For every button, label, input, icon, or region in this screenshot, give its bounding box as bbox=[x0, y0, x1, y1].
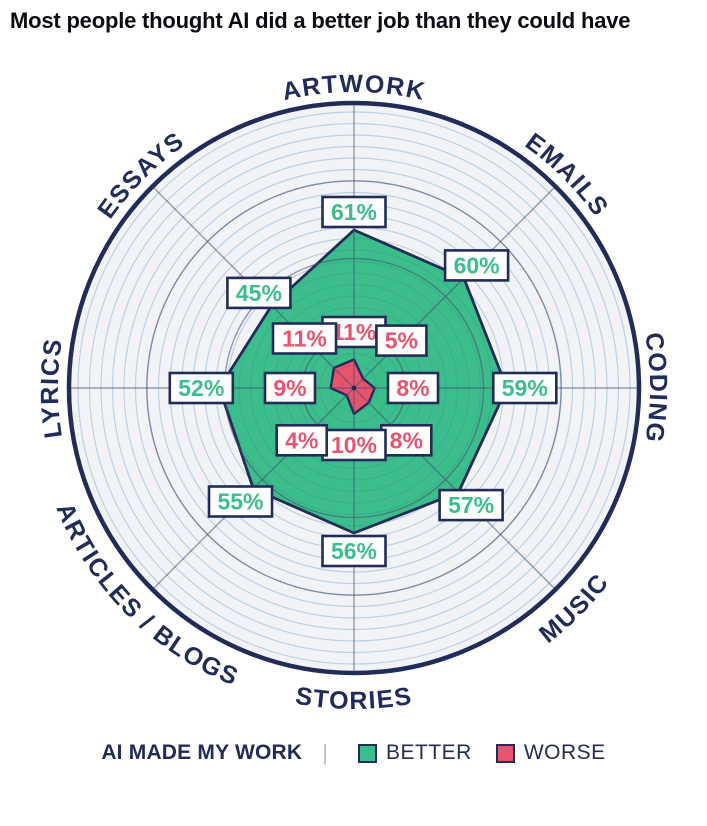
value-label-text: 52% bbox=[178, 375, 224, 401]
better-value-label: 56% bbox=[321, 535, 387, 568]
value-label-text: 11% bbox=[282, 326, 327, 352]
worse-value-label: 8% bbox=[379, 424, 433, 457]
worse-swatch-icon bbox=[495, 743, 515, 763]
value-label-text: 8% bbox=[390, 428, 423, 454]
value-label-box bbox=[271, 322, 338, 356]
worse-value-label: 4% bbox=[275, 424, 329, 457]
value-label-box bbox=[207, 485, 274, 519]
worse-value-label: 10% bbox=[321, 429, 387, 462]
better-value-label: 45% bbox=[226, 276, 292, 310]
page-title: Most people thought AI did a better job … bbox=[10, 8, 631, 33]
value-label-text: 57% bbox=[448, 492, 494, 518]
center-dot bbox=[351, 385, 357, 391]
better-value-label: 57% bbox=[438, 489, 504, 522]
chart-legend: AI MADE MY WORK | BETTER WORSE bbox=[0, 740, 707, 766]
value-label-text: 4% bbox=[285, 428, 318, 454]
value-label-box bbox=[321, 196, 387, 229]
axis-label-lyrics: LYRICS bbox=[36, 337, 68, 441]
legend-title: AI MADE MY WORK bbox=[101, 741, 303, 765]
axis-label-stories: STORIES bbox=[294, 682, 415, 715]
radar-chart-container: ARTWORK EMAILS CODING MUSIC STORIES ARTICLES … bbox=[0, 40, 707, 718]
value-label-text: 61% bbox=[331, 199, 377, 225]
radar-chart-svg: ARTWORKEMAILSCODINGMUSICSTORIESARTICLES … bbox=[36, 70, 672, 715]
value-label-box bbox=[321, 429, 387, 462]
value-label-text: 59% bbox=[502, 375, 548, 401]
value-label-box bbox=[226, 276, 292, 310]
value-label-box bbox=[443, 249, 510, 283]
value-label-text: 56% bbox=[331, 538, 377, 564]
legend-label-better: BETTER bbox=[385, 741, 472, 765]
value-label-text: 5% bbox=[385, 328, 418, 354]
value-label-box bbox=[491, 372, 558, 405]
value-label-box bbox=[321, 535, 387, 568]
value-label-box bbox=[375, 324, 428, 358]
value-label-text: 8% bbox=[396, 375, 429, 401]
better-value-label: 55% bbox=[207, 485, 274, 519]
worse-value-label: 5% bbox=[375, 324, 428, 358]
legend-label-worse: WORSE bbox=[523, 741, 606, 765]
value-label-text: 45% bbox=[236, 280, 282, 306]
value-label-box bbox=[168, 372, 235, 405]
worse-value-label: 11% bbox=[271, 322, 338, 356]
outer-ring bbox=[66, 101, 642, 676]
better-value-label: 59% bbox=[491, 372, 558, 405]
value-label-box bbox=[386, 372, 440, 405]
axis-spoke-line bbox=[353, 387, 556, 591]
better-value-label: 60% bbox=[443, 249, 510, 283]
legend-item-better: BETTER bbox=[357, 741, 472, 765]
better-swatch-icon bbox=[357, 743, 377, 763]
legend-item-worse: WORSE bbox=[495, 741, 606, 765]
value-label-text: 9% bbox=[273, 375, 306, 401]
axis-label-coding: CODING bbox=[639, 331, 672, 446]
better-value-label: 61% bbox=[321, 196, 387, 229]
worse-value-label: 9% bbox=[263, 372, 317, 405]
value-label-box bbox=[263, 372, 317, 405]
value-label-text: 11% bbox=[332, 319, 377, 345]
value-label-box bbox=[438, 489, 504, 522]
better-value-label: 52% bbox=[168, 372, 235, 405]
legend-divider: | bbox=[322, 740, 328, 766]
worse-value-label: 8% bbox=[386, 372, 440, 405]
value-label-box bbox=[275, 424, 329, 457]
value-label-text: 60% bbox=[454, 253, 500, 279]
value-label-text: 55% bbox=[217, 489, 263, 515]
axis-label-artwork: ARTWORK bbox=[280, 70, 429, 106]
value-label-text: 10% bbox=[331, 432, 377, 458]
